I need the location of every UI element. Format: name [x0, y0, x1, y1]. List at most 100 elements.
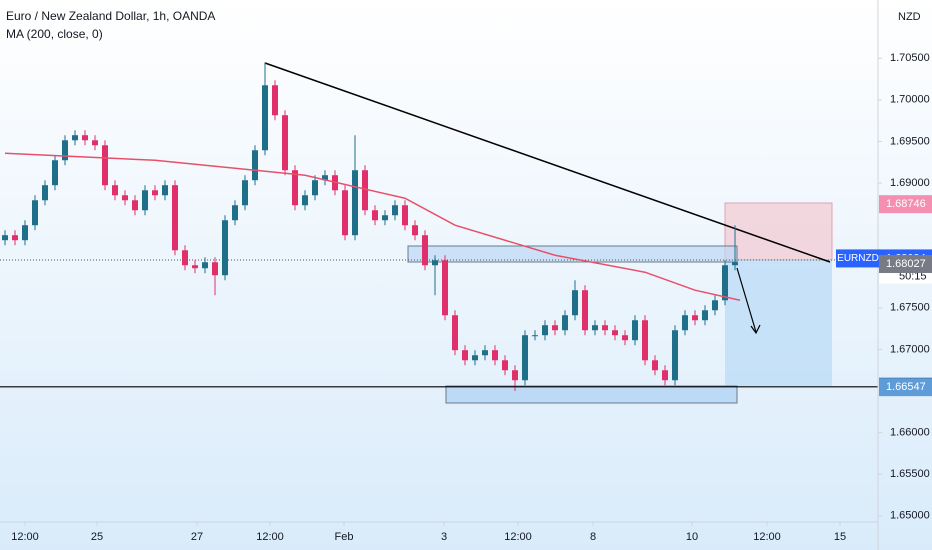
price-tag	[879, 378, 932, 397]
candle-body	[422, 235, 428, 266]
candle-body	[452, 315, 458, 351]
candle-body	[732, 262, 738, 266]
candle-body	[52, 160, 58, 186]
candle-body	[302, 195, 308, 206]
y-tick-label: 1.66000	[890, 427, 930, 439]
candle-body	[292, 170, 298, 206]
candle-body	[322, 175, 328, 181]
candle-body	[652, 360, 658, 371]
candle-body	[62, 140, 68, 161]
candle-body	[562, 315, 568, 331]
x-tick-label: 10	[686, 531, 698, 543]
candle-body	[22, 225, 28, 241]
symbol-name: EURNZD	[837, 253, 879, 264]
candle-body	[262, 85, 268, 151]
plot	[0, 62, 878, 392]
candle-body	[272, 85, 278, 116]
candle-body	[82, 135, 88, 141]
x-tick-label: 12:00	[11, 531, 39, 543]
candle-body	[42, 185, 48, 201]
candle-body	[532, 335, 538, 337]
candle-body	[542, 325, 548, 336]
support-box	[445, 385, 738, 404]
candle-body	[442, 260, 448, 316]
y-tick-label: 1.69500	[890, 135, 930, 147]
candle-body	[72, 135, 78, 141]
x-tick-label: 15	[834, 531, 846, 543]
candle-body	[662, 370, 668, 381]
candle-body	[382, 215, 388, 221]
candle-body	[552, 325, 558, 331]
candle-body	[172, 185, 178, 251]
candle-body	[242, 180, 248, 206]
candle-body	[372, 210, 378, 221]
candle-body	[412, 225, 418, 236]
x-tick-label: 12:00	[504, 531, 532, 543]
candle-body	[622, 335, 628, 341]
candle-body	[482, 350, 488, 356]
candle-body	[632, 320, 638, 341]
countdown: 50:15	[899, 270, 927, 282]
drawings	[0, 62, 878, 404]
arrow	[736, 267, 757, 333]
candle-body	[702, 310, 708, 321]
currency: NZD	[898, 11, 921, 23]
x-tick-label: 3	[441, 531, 447, 543]
price-tag-label: 1.68027	[886, 258, 926, 270]
chart-title: Euro / New Zealand Dollar, 1h, OANDA	[6, 9, 215, 23]
trend-line	[264, 62, 831, 263]
candle-body	[642, 320, 648, 361]
price-tag-label: 1.66547	[886, 381, 926, 393]
y-tick-label: 1.65500	[890, 468, 930, 480]
candle-body	[102, 145, 108, 186]
candle-body	[502, 360, 508, 371]
target-zone	[725, 260, 832, 386]
x-tick-label: 12:00	[256, 531, 284, 543]
moving-average	[4, 152, 741, 302]
candle-body	[462, 350, 468, 361]
x-tick-label: 25	[91, 531, 103, 543]
x-tick-label: 12:00	[753, 531, 781, 543]
candle-body	[712, 300, 718, 311]
candle-body	[472, 355, 478, 361]
arrow-head	[750, 324, 761, 335]
y-tick-label: 1.65000	[890, 510, 930, 522]
x-tick-label: Feb	[335, 531, 354, 543]
candle-body	[2, 235, 8, 241]
candle-body	[112, 185, 118, 196]
candle-body	[492, 350, 498, 361]
candle-body	[352, 170, 358, 236]
indicator-legend: MA (200, close, 0)	[6, 27, 103, 41]
candle-body	[202, 262, 208, 269]
candle-body	[132, 200, 138, 211]
y-tick-label: 1.70000	[890, 94, 930, 106]
candle-body	[682, 315, 688, 331]
candle-body	[342, 190, 348, 236]
y-tick-label: 1.67000	[890, 343, 930, 355]
candle-body	[232, 205, 238, 221]
candle-body	[602, 325, 608, 331]
x-tick-label: 27	[191, 531, 203, 543]
candle-body	[572, 290, 578, 316]
symbol-tag	[836, 249, 880, 268]
candle-body	[92, 140, 98, 146]
candle-body	[162, 185, 168, 196]
x-tick-label: 8	[590, 531, 596, 543]
candle-body	[152, 190, 158, 196]
candle-body	[32, 200, 38, 226]
candle-body	[692, 315, 698, 321]
candle-body	[312, 180, 318, 196]
candle-body	[592, 325, 598, 331]
candle-body	[582, 290, 588, 331]
candle-body	[252, 150, 258, 181]
candle-body	[362, 170, 368, 211]
candle-body	[722, 265, 728, 301]
candle-body	[192, 265, 198, 269]
candle-body	[12, 235, 18, 241]
candle-body	[282, 115, 288, 171]
candle-body	[512, 370, 518, 381]
candle-body	[212, 262, 218, 276]
candle-body	[142, 190, 148, 211]
candle-body	[182, 250, 188, 266]
